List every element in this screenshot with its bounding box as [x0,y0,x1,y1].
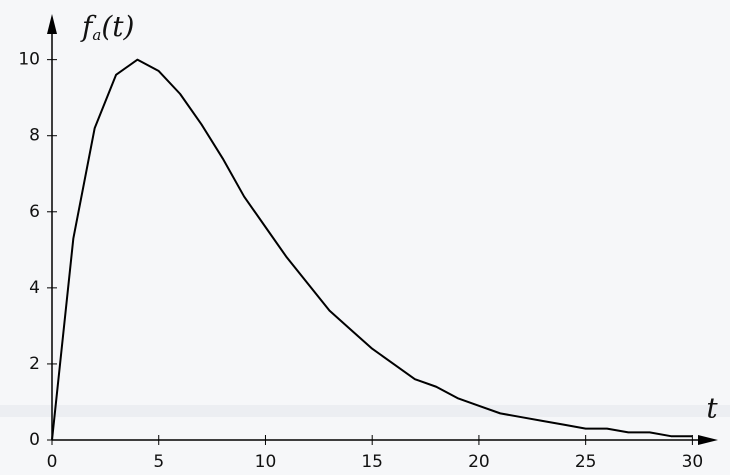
x-tick-label: 15 [361,452,383,472]
y-label-argument: (t) [101,10,134,43]
y-tick-label: 8 [29,126,40,146]
chart: fa(t) t 0 5 10 15 20 25 30 0 2 4 6 8 10 [0,0,730,475]
y-tick-label: 4 [29,278,40,298]
y-tick-label: 2 [29,354,40,374]
y-tick-label: 10 [18,50,40,70]
background [0,0,730,475]
y-label-subscript: a [92,26,101,44]
x-tick-label: 20 [468,452,490,472]
x-tick-label: 10 [255,452,277,472]
y-tick-label: 6 [29,202,40,222]
x-tick-label: 5 [153,452,164,472]
y-tick-label: 0 [29,430,40,450]
background-band [0,405,730,417]
x-tick-label: 25 [575,452,597,472]
x-axis-label: t [706,392,718,425]
y-axis-label: fa(t) [80,10,134,45]
x-tick-label: 0 [47,452,58,472]
x-tick-label: 30 [682,452,704,472]
